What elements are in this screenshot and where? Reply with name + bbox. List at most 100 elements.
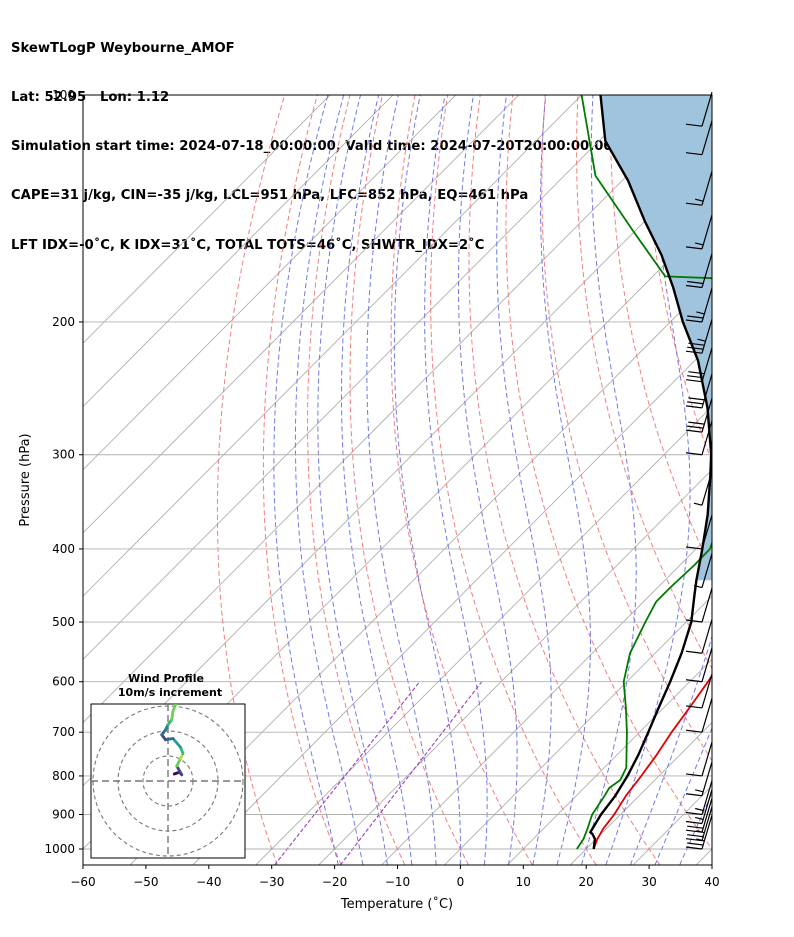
moist-adiabat-line xyxy=(539,95,591,865)
x-tick-label: 0 xyxy=(457,875,465,889)
moist-adiabat-line xyxy=(366,95,437,865)
barb-staff xyxy=(701,647,713,682)
barb-staff xyxy=(701,587,713,623)
barb-staff xyxy=(701,120,713,155)
barb-flag xyxy=(687,425,704,429)
isotherm-line xyxy=(381,532,712,865)
wind-barb xyxy=(685,514,713,550)
wind-barb xyxy=(685,347,713,383)
isotherm-line xyxy=(83,95,582,597)
barb-flag xyxy=(695,816,704,821)
barb-flag xyxy=(687,375,704,379)
dry-adiabat-line xyxy=(430,95,597,865)
barb-staff xyxy=(701,319,713,354)
x-tick-label: −10 xyxy=(385,875,410,889)
isotherm-line xyxy=(444,595,712,865)
wind-barb xyxy=(685,806,713,842)
moist-adiabat-line xyxy=(629,634,712,865)
barb-flag xyxy=(685,379,703,383)
wind-barb xyxy=(685,741,713,777)
x-tick-label: −40 xyxy=(196,875,221,889)
y-tick-label: 600 xyxy=(52,675,75,689)
barb-flag xyxy=(687,825,704,829)
dry-adiabat-line xyxy=(541,95,712,762)
dry-adiabat-line xyxy=(468,95,661,865)
barb-flag xyxy=(685,846,703,850)
mixing-ratio-lines xyxy=(274,681,483,865)
y-tick-label: 700 xyxy=(52,725,75,739)
wind-barb xyxy=(685,698,713,733)
cape-region xyxy=(600,95,712,581)
moist-adiabat-line xyxy=(679,791,712,865)
barb-staff xyxy=(701,761,713,796)
wind-barb xyxy=(685,789,713,825)
dry-adiabat-line xyxy=(216,95,286,865)
moist-adiabat-line xyxy=(317,95,388,865)
barb-flag xyxy=(688,342,705,346)
wind-barb xyxy=(685,92,713,127)
x-tick-label: 40 xyxy=(704,875,719,889)
barb-flag xyxy=(685,705,703,709)
barb-flag xyxy=(687,346,704,350)
barb-staff xyxy=(701,814,713,850)
y-axis-ticks: 1000 900 800 700 600 500 400 300 200 100 xyxy=(44,88,83,856)
barb-staff xyxy=(701,171,713,206)
wind-barb xyxy=(685,287,713,323)
x-tick-label: 20 xyxy=(579,875,594,889)
barb-flag xyxy=(685,246,703,250)
isotherm-line xyxy=(83,95,331,344)
hodograph-segment xyxy=(171,704,177,713)
temperature-line xyxy=(592,673,712,850)
title-line-location: Lat: 52.95 Lon: 1.12 xyxy=(11,90,170,106)
barb-staff xyxy=(701,214,713,250)
y-tick-label: 300 xyxy=(52,448,75,462)
barb-flag xyxy=(685,350,703,354)
hodograph-rings xyxy=(91,704,245,858)
moist-adiabat-lines xyxy=(273,95,712,865)
y-tick-label: 800 xyxy=(52,769,75,783)
barb-flag xyxy=(685,546,703,550)
y-tick-label: 900 xyxy=(52,807,75,821)
dry-adiabat-line xyxy=(349,95,470,865)
barb-flag xyxy=(687,842,704,846)
barb-flag xyxy=(685,319,703,323)
barb-flag xyxy=(685,793,703,797)
wind-barb xyxy=(693,471,713,506)
barb-flag xyxy=(685,123,703,127)
wind-barb xyxy=(685,214,713,250)
barb-staff xyxy=(701,741,713,777)
barb-flag xyxy=(688,397,705,401)
wind-barb xyxy=(685,420,713,456)
title-line-times: Simulation start time: 2024-07-18_00:00:… xyxy=(11,139,613,155)
moist-adiabat-line xyxy=(605,95,691,865)
hodograph-segment xyxy=(175,764,184,777)
hodograph-inset: Wind Profile 10m/s increment xyxy=(90,672,246,859)
hodograph-title: Wind Profile xyxy=(128,672,204,685)
dry-adiabat-line xyxy=(307,95,406,865)
title-line-station: SkewTLogP Weybourne_AMOF xyxy=(11,40,235,56)
barb-staff xyxy=(701,780,713,815)
barb-flag xyxy=(695,198,704,202)
barb-flag xyxy=(685,452,703,456)
parcel-line xyxy=(589,95,712,850)
x-tick-label: 10 xyxy=(516,875,531,889)
barb-flag xyxy=(685,429,703,433)
barb-staff xyxy=(701,514,713,550)
moist-adiabat-line xyxy=(294,95,364,865)
barb-flag xyxy=(695,789,704,793)
barb-staff xyxy=(701,698,713,733)
y-tick-label: 200 xyxy=(52,315,75,329)
barb-flag xyxy=(693,502,703,506)
barb-flag xyxy=(685,729,703,733)
barb-staff xyxy=(701,471,713,506)
mixing-ratio-line xyxy=(274,681,421,865)
moist-adiabat-line xyxy=(393,95,461,865)
isotherm-line xyxy=(83,95,708,724)
isotherm-line xyxy=(83,95,645,660)
dry-adiabat-line xyxy=(741,95,794,865)
wind-barbs xyxy=(685,92,713,850)
barb-flag xyxy=(685,405,703,409)
barb-staff xyxy=(701,92,713,127)
barb-staff xyxy=(701,287,713,323)
barb-flag xyxy=(688,421,705,425)
